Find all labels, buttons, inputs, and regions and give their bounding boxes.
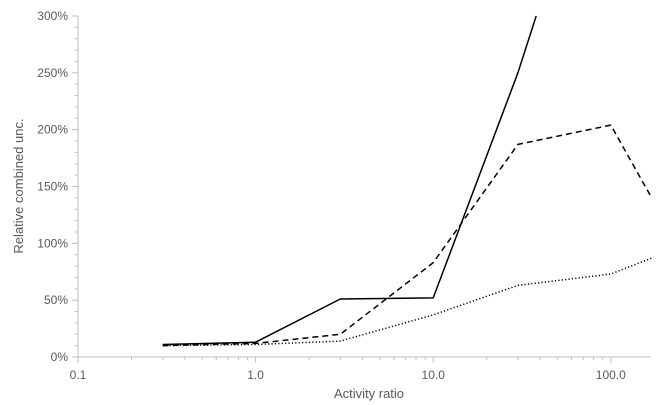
x-tick-label: 1.0 (247, 368, 264, 382)
series-line-solid (162, 15, 537, 346)
y-tick-label: 200% (37, 123, 68, 137)
y-tick-label: 100% (37, 236, 68, 250)
x-tick-label: 0.1 (70, 368, 87, 382)
x-axis-ticks: 0.1 1.0 10.0 100.0 (70, 357, 626, 382)
series-layer (162, 15, 653, 347)
series-line-dashed (162, 124, 653, 347)
y-tick-label: 250% (37, 66, 68, 80)
x-axis-title: Activity ratio (334, 386, 404, 401)
x-tick-label: 100.0 (596, 368, 626, 382)
y-axis-title: Relative combined unc. (11, 118, 26, 253)
y-tick-label: 50% (44, 293, 68, 307)
plot-axes (75, 15, 651, 360)
y-axis-ticks: 0% 50% 100% 150% 200% 250% 300% (37, 9, 78, 364)
y-tick-label: 300% (37, 9, 68, 23)
series-line-dotted (162, 257, 652, 347)
x-tick-label: 10.0 (422, 368, 446, 382)
y-tick-label: 150% (37, 180, 68, 194)
y-tick-label: 0% (51, 350, 69, 364)
